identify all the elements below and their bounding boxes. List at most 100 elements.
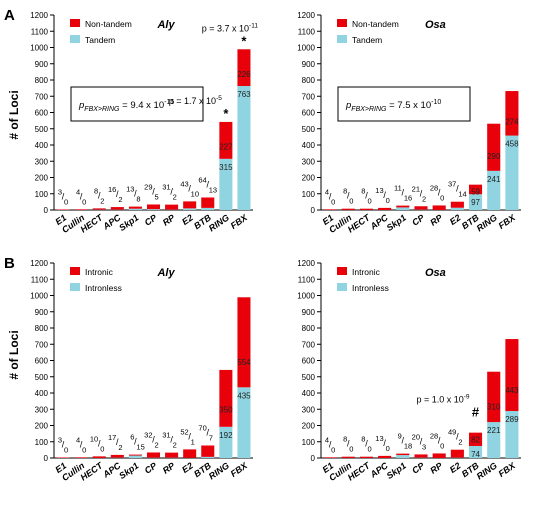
bar-label-bottom: 0	[386, 444, 390, 453]
bar-label-bottom: 0	[386, 196, 390, 205]
significance-marker: *	[241, 33, 247, 48]
y-tick-label: 500	[302, 125, 316, 134]
bar-label-bottom: 13	[209, 185, 217, 194]
bar-label-bottom: 2	[173, 441, 177, 450]
x-tick-label: CP	[143, 460, 160, 476]
bar-tandem	[451, 208, 464, 210]
x-tick-label: CP	[143, 212, 160, 228]
legend-label: Intronless	[352, 283, 389, 293]
bar-label-bottom: 2	[155, 440, 159, 449]
inbar-label-upper: 59	[471, 188, 480, 197]
y-tick-label: 900	[302, 308, 316, 317]
bar-label-bottom: 16	[404, 194, 412, 203]
x-tick-label: RP	[428, 212, 445, 228]
y-tick-label: 400	[302, 141, 316, 150]
bar-non-tandem	[237, 49, 250, 86]
inbar-label-upper: 350	[219, 406, 233, 415]
bar-label-bottom: 0	[349, 445, 353, 454]
bar-label-bottom: 0	[349, 197, 353, 206]
inbar-label-lower: 435	[237, 391, 251, 400]
chart-title: Aly	[156, 267, 175, 279]
bar-non-tandem	[183, 201, 196, 208]
x-tick-label: RP	[161, 212, 178, 228]
inbar-label-lower: 192	[219, 431, 233, 440]
x-tick-label: RP	[161, 460, 178, 476]
y-tick-label: 0	[311, 454, 316, 463]
bar-label-top: 43	[180, 179, 188, 188]
bar-intronic	[414, 454, 427, 457]
y-tick-label: 400	[35, 141, 49, 150]
bar-label-bottom: 0	[64, 198, 68, 207]
y-tick-label: 900	[35, 308, 49, 317]
bar-non-tandem	[75, 209, 88, 210]
bar-label-bottom: 0	[100, 444, 104, 453]
inbar-label-upper: 226	[237, 70, 251, 79]
p-value-annotation: p = 1.7 x 10-5	[169, 95, 222, 106]
p-value-text: = 9.4 x 10	[120, 100, 165, 111]
p-value-annotation-text: p = 1.0 x 10	[416, 395, 463, 405]
bar-intronic	[396, 454, 409, 455]
inbar-label-upper: 310	[487, 402, 501, 411]
y-tick-label: 600	[35, 109, 49, 118]
bar-non-tandem	[324, 209, 337, 210]
legend-label: Non-tandem	[85, 19, 132, 29]
inbar-label-lower: 763	[237, 90, 251, 99]
bar-label-top: 28	[430, 183, 438, 192]
legend-swatch-non-tandem	[337, 19, 347, 27]
bar-label-top: 13	[375, 434, 383, 443]
bar-intronic	[147, 452, 160, 457]
x-tick-label: FBX	[497, 212, 518, 231]
y-tick-label: 1200	[30, 11, 48, 20]
bar-label-bottom: 2	[118, 443, 122, 452]
inbar-label-lower: 458	[505, 140, 519, 149]
y-tick-label: 0	[44, 454, 49, 463]
bar-label-top: 32	[144, 430, 152, 439]
x-tick-label: FBX	[497, 460, 518, 479]
y-tick-label: 300	[35, 405, 49, 414]
bar-label-bottom: 0	[82, 197, 86, 206]
y-tick-label: 700	[302, 92, 316, 101]
p-value-annotation-text: p = 1.7 x 10	[169, 96, 216, 106]
bar-label-bottom: 15	[136, 443, 144, 452]
y-axis-label-a: # of Loci	[7, 90, 21, 139]
bar-label-top: 31	[162, 183, 170, 192]
y-tick-label: 1200	[30, 259, 48, 268]
bar-label-bottom: 0	[367, 445, 371, 454]
legend-swatch-intronic	[337, 267, 347, 275]
y-tick-label: 100	[35, 190, 49, 199]
bar-non-tandem	[201, 197, 214, 207]
bar-non-tandem	[505, 91, 518, 136]
inbar-label-upper: 227	[219, 143, 233, 152]
p-exponent: -10	[431, 99, 441, 106]
y-tick-label: 400	[302, 389, 316, 398]
x-tick-label: RING	[475, 460, 499, 481]
legend-label: Intronic	[85, 267, 114, 277]
y-tick-label: 700	[302, 340, 316, 349]
bar-intronic	[129, 455, 142, 456]
chart-2: 0100200300400500600700800900100011001200…	[30, 259, 253, 483]
y-tick-label: 600	[302, 357, 316, 366]
chart-1: 0100200300400500600700800900100011001200…	[297, 11, 521, 235]
y-tick-label: 600	[35, 357, 49, 366]
p-subscript: FBX>RING	[351, 106, 387, 113]
bar-label-bottom: 8	[136, 195, 140, 204]
bar-non-tandem	[147, 204, 160, 209]
y-tick-label: 700	[35, 340, 49, 349]
bar-intronic	[237, 297, 250, 387]
bar-label-bottom: 2	[458, 438, 462, 447]
significance-marker: *	[223, 106, 229, 121]
x-tick-label: FBX	[229, 212, 250, 231]
bar-non-tandem	[342, 209, 355, 210]
bar-label-bottom: 0	[367, 197, 371, 206]
p-value-annotation-exp: -5	[216, 95, 222, 102]
p-value-annotation: p = 3.7 x 10-11	[202, 22, 259, 33]
bar-intronic	[451, 450, 464, 458]
legend-label: Intronless	[85, 283, 122, 293]
y-tick-label: 1100	[298, 27, 316, 36]
y-tick-label: 800	[35, 324, 49, 333]
bar-intronic	[505, 339, 518, 411]
y-tick-label: 200	[302, 422, 316, 431]
y-tick-label: 100	[35, 438, 49, 447]
